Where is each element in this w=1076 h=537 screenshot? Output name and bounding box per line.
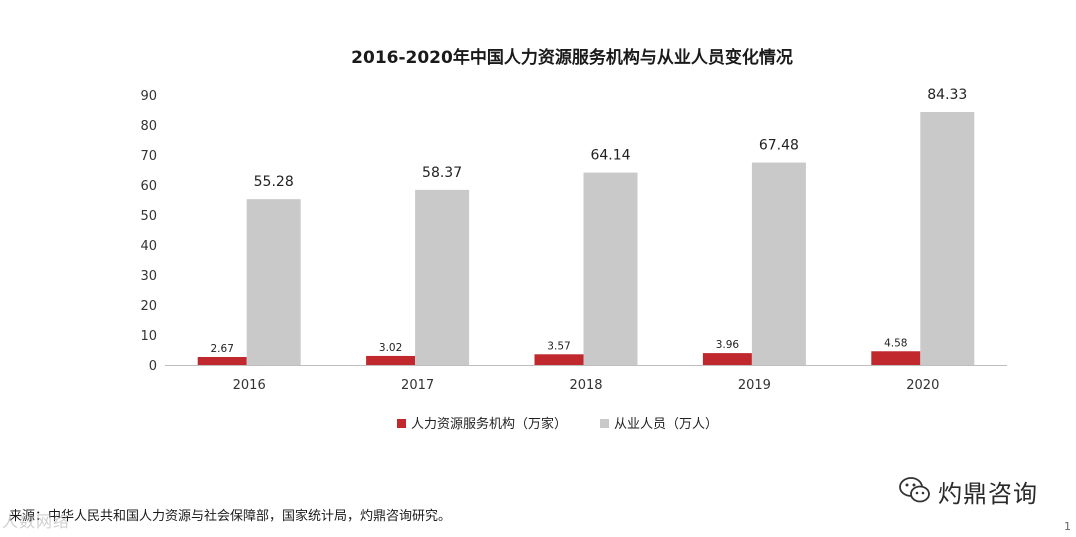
legend-label-institutions: 人力资源服务机构（万家）	[411, 416, 567, 432]
brand-name: 灼鼎咨询	[938, 480, 1038, 508]
data-label-institutions: 3.96	[716, 339, 740, 351]
legend-swatch-employees	[600, 419, 609, 428]
source-note: 来源：中华人民共和国人力资源与社会保障部，国家统计局，灼鼎咨询研究。	[9, 509, 452, 524]
y-tick-label: 40	[140, 239, 157, 254]
legend-label-employees: 从业人员（万人）	[614, 417, 718, 432]
y-tick-label: 80	[140, 119, 157, 134]
y-tick-label: 70	[140, 149, 157, 164]
bar-employees-2020	[920, 112, 975, 365]
x-tick-label: 2018	[569, 378, 602, 393]
brand-logo: 灼鼎咨询	[898, 474, 1038, 509]
data-label-institutions: 4.58	[884, 337, 907, 349]
page-number: 1	[1064, 520, 1071, 533]
bar-institutions-2016	[197, 356, 247, 365]
y-tick-label: 20	[140, 299, 157, 314]
data-label-employees: 67.48	[759, 138, 799, 154]
wechat-icon	[898, 475, 932, 509]
data-label-institutions: 3.02	[379, 342, 402, 354]
data-label-employees: 64.14	[590, 148, 630, 164]
x-tick-label: 2017	[401, 378, 434, 393]
legend: 人力资源服务机构（万家） 从业人员（万人）	[397, 416, 718, 432]
x-axis: 2016 2017 2018 2019 2020	[165, 365, 1007, 393]
x-tick-label: 2019	[738, 378, 771, 393]
x-tick-label: 2016	[233, 378, 266, 393]
y-axis: 0 10 20 30 40 50 60 70 80 90	[140, 89, 157, 374]
y-tick-label: 0	[149, 359, 157, 374]
watermark: 人数网络	[2, 512, 71, 531]
data-label-employees: 55.28	[254, 174, 294, 190]
bar-institutions-2017	[366, 355, 416, 365]
bar-institutions-2018	[534, 354, 584, 365]
chart-title: 2016-2020年中国人力资源服务机构与从业人员变化情况	[351, 47, 793, 68]
bar-employees-2018	[583, 172, 638, 365]
bar-employees-2017	[415, 189, 470, 365]
y-tick-label: 60	[140, 179, 157, 194]
y-tick-label: 10	[140, 329, 157, 344]
data-label-institutions: 2.67	[211, 343, 234, 355]
legend-swatch-institutions	[397, 419, 406, 428]
bar-employees-2019	[751, 162, 806, 365]
x-tick-label: 2020	[906, 378, 939, 393]
data-label-employees: 84.33	[927, 87, 967, 103]
y-tick-label: 90	[140, 89, 157, 104]
y-tick-label: 30	[140, 269, 157, 284]
bar-institutions-2020	[871, 351, 921, 365]
data-label-institutions: 3.57	[547, 340, 570, 352]
bar-employees-2016	[246, 199, 301, 365]
data-label-employees: 58.37	[422, 165, 462, 181]
bar-institutions-2019	[702, 353, 752, 365]
y-tick-label: 50	[140, 209, 157, 224]
bars: 2.67 55.28 3.02 58.37 3.57 64.14 3.96 67.48 4.58…	[197, 87, 975, 365]
